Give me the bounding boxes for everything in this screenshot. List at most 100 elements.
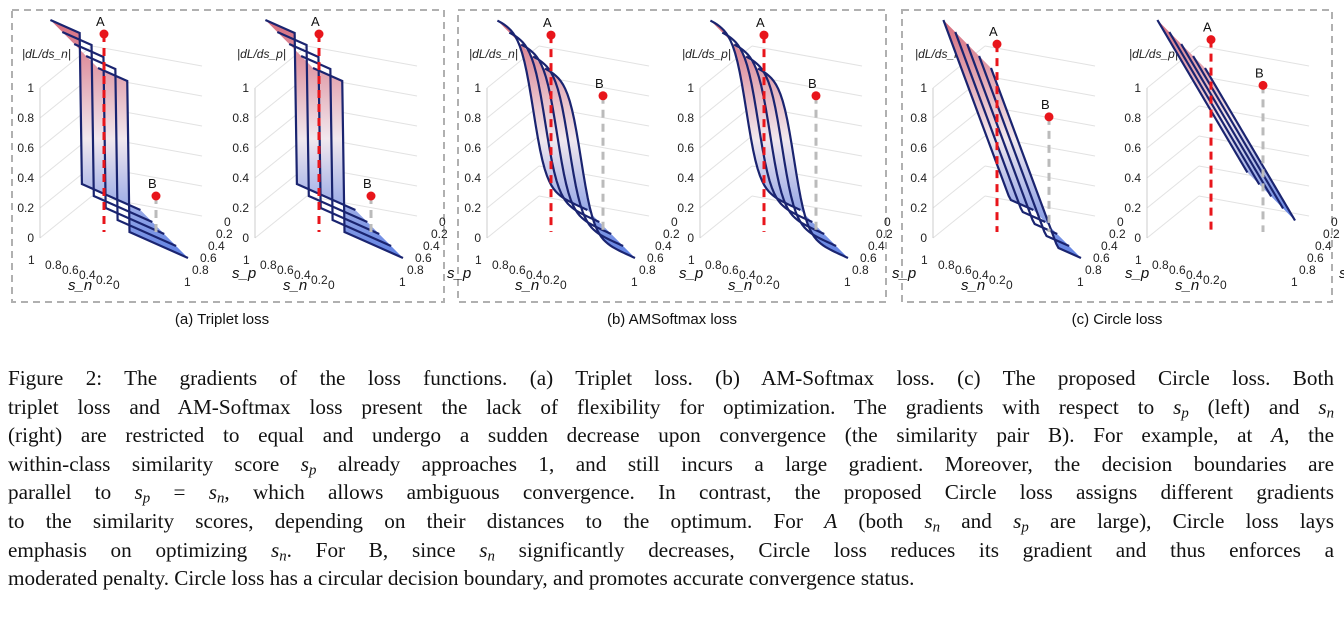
z-tick-label: 1 [242, 81, 249, 95]
z-tick-label: 0.8 [910, 111, 927, 125]
contour-line [709, 19, 801, 211]
z-tick-label: 0 [474, 231, 481, 245]
caption-line-1: Figure 2: The gradients of the loss func… [8, 366, 1334, 390]
z-tick-label: 1 [474, 81, 481, 95]
sn-tick-label: 1 [1135, 253, 1142, 267]
z-tick-label: 0.6 [17, 141, 34, 155]
sn-tick-label: 0.8 [45, 258, 62, 272]
z-tick-label: 0.2 [910, 201, 927, 215]
z-tick-label: 1 [920, 81, 927, 95]
contour-line [73, 42, 165, 236]
subplot-triplet-sp: 00.20.40.60.81|dL/ds_p|1 0.8 0.6 0.4 0.2 000.… [232, 14, 471, 294]
contour-line [532, 55, 624, 247]
sn-tick-label: 0.6 [277, 263, 294, 277]
sn-axis-label: s_n [961, 277, 985, 294]
point-b-label: B [1255, 65, 1264, 80]
sp-tick-label: 0.8 [192, 263, 209, 277]
contour-line [520, 43, 612, 235]
sp-tick-label: 0.4 [208, 239, 225, 253]
caption-lead: Figure 2: [8, 366, 103, 390]
sp-tick-label: 0.8 [639, 263, 656, 277]
sp-tick-label: 0 [671, 215, 678, 229]
panel-caption-amsoftmax: (b) AMSoftmax loss [607, 311, 737, 328]
z-tick-label: 0.2 [464, 201, 481, 215]
sn-tick-label: 0.2 [311, 273, 328, 287]
y-axis-label: |dL/ds_p| [237, 47, 286, 61]
sn-tick-label: 0 [1006, 278, 1013, 292]
y-axis-label: |dL/ds_n| [915, 47, 964, 61]
z-tick-label: 0.4 [17, 171, 34, 185]
sp-axis-label: s_p [232, 265, 256, 282]
sp-tick-label: 1 [1077, 275, 1084, 289]
contour-line [942, 19, 1034, 212]
contour-line [300, 54, 392, 248]
point-a-marker [759, 30, 769, 40]
contour-line [97, 66, 189, 260]
caption-line-7: emphasis on optimizing sn. For B, since … [8, 537, 1334, 565]
sn-tick-label: 0.2 [989, 273, 1006, 287]
z-tick-label: 0.2 [232, 201, 249, 215]
contour-line [978, 55, 1070, 248]
contour-line [1168, 31, 1261, 186]
z-tick-label: 1 [687, 81, 694, 95]
sn-tick-label: 0.4 [739, 268, 756, 282]
z-tick-label: 0.8 [232, 111, 249, 125]
contour-line [989, 67, 1082, 260]
panel-caption-circle: (c) Circle loss [1072, 311, 1163, 328]
z-tick-label: 0.2 [1124, 201, 1141, 215]
point-a-marker [1206, 35, 1216, 45]
gradient-surface [497, 20, 635, 258]
sn-axis-label: s_n [728, 277, 752, 294]
point-a-marker [992, 39, 1002, 49]
point-b-label: B [808, 76, 817, 91]
sn-axis-label: s_n [515, 277, 539, 294]
sn-tick-label: 0 [113, 278, 120, 292]
sp-axis-label: s_p [1339, 265, 1344, 282]
point-a-marker [546, 30, 556, 40]
sp-tick-label: 0.2 [1323, 227, 1340, 241]
sn-tick-label: 0.4 [972, 268, 989, 282]
subplot-amsoftmax-sp: 00.20.40.60.81|dL/ds_p|1 0.8 0.6 0.4 0.2 000.… [677, 15, 916, 294]
sn-tick-label: 0.6 [722, 263, 739, 277]
sp-tick-label: 0.2 [663, 227, 680, 241]
sn-axis-label: s_n [283, 277, 307, 294]
sp-tick-label: 0.4 [655, 239, 672, 253]
sn-tick-label: 0 [328, 278, 335, 292]
sn-tick-label: 1 [243, 253, 250, 267]
contour-line [1192, 55, 1285, 210]
contour-line [312, 66, 404, 260]
z-tick-label: 0.6 [1124, 141, 1141, 155]
sn-tick-label: 0.4 [1186, 268, 1203, 282]
sn-tick-label: 1 [921, 253, 928, 267]
sn-axis-label: s_n [1175, 277, 1199, 294]
panel-caption-triplet: (a) Triplet loss [175, 311, 269, 328]
point-b-marker [598, 91, 608, 101]
z-tick-label: 0.6 [677, 141, 694, 155]
contour-line [49, 18, 141, 212]
sp-tick-label: 0.6 [415, 251, 432, 265]
caption-line-5: parallel to sp = sn, which allows ambigu… [8, 480, 1334, 508]
sp-tick-label: 0.8 [1299, 263, 1316, 277]
contour-line [733, 43, 825, 235]
sp-tick-label: 0.6 [200, 251, 217, 265]
z-tick-label: 1 [27, 81, 34, 95]
gradient-surface [943, 20, 1081, 258]
y-axis-label: |dL/ds_p| [682, 47, 731, 61]
point-b-marker [1258, 80, 1268, 90]
sp-tick-label: 1 [399, 275, 406, 289]
point-b-label: B [148, 176, 157, 191]
contour-line [954, 31, 1046, 224]
contour-line [496, 19, 588, 211]
point-b-marker [366, 191, 376, 201]
sp-axis-label: s_p [679, 265, 703, 282]
sp-tick-label: 1 [631, 275, 638, 289]
sn-tick-label: 0.2 [96, 273, 113, 287]
point-b-marker [1044, 112, 1054, 122]
gradient-surface [265, 20, 403, 258]
subplot-triplet-sn: 00.20.40.60.81|dL/ds_n|1 0.8 0.6 0.4 0.2 000.… [17, 14, 256, 294]
sp-tick-label: 0.6 [647, 251, 664, 265]
sn-tick-label: 0 [560, 278, 567, 292]
point-a-label: A [311, 14, 320, 29]
sp-tick-label: 0 [884, 215, 891, 229]
caption-line-4: within-class similarity score sp already… [8, 451, 1335, 479]
